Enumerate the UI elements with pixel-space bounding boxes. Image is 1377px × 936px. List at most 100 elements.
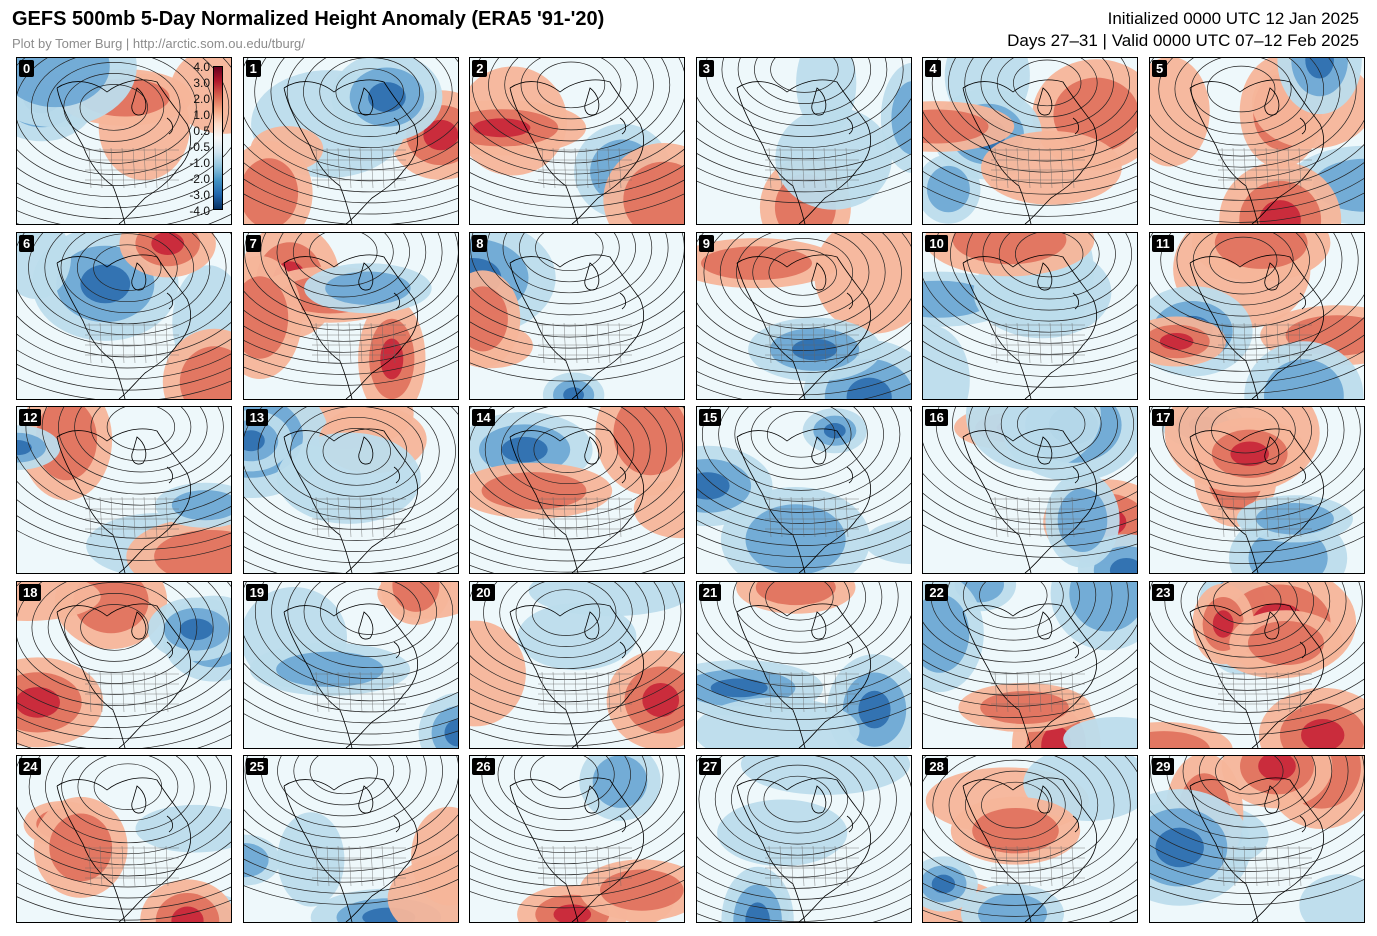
member-panel-27: 27 xyxy=(695,755,912,923)
member-panel-12: 12 xyxy=(16,406,232,574)
map-outline xyxy=(56,777,191,922)
member-number-badge: 5 xyxy=(1152,60,1168,77)
map-outline xyxy=(283,428,418,573)
member-panel-15: 15 xyxy=(695,406,912,574)
height-contours xyxy=(17,58,231,224)
state-borders xyxy=(538,322,633,363)
member-number-badge: 17 xyxy=(1152,409,1175,426)
state-borders xyxy=(991,322,1086,363)
map-outline xyxy=(509,603,645,748)
state-borders xyxy=(538,147,633,189)
anomaly-map xyxy=(243,58,458,224)
member-number-badge: 11 xyxy=(1152,234,1174,252)
anomaly-map xyxy=(1150,232,1364,399)
member-number-badge: 4 xyxy=(925,60,941,77)
member-number-badge: 3 xyxy=(698,60,715,77)
height-contours xyxy=(1150,756,1364,905)
anomaly-map xyxy=(243,756,458,922)
map-outline xyxy=(736,603,871,748)
member-panel-18: 18 xyxy=(16,580,232,749)
state-borders xyxy=(538,671,633,712)
member-number-badge: 6 xyxy=(19,234,35,252)
member-number-badge: 2 xyxy=(472,60,488,77)
member-number-badge: 26 xyxy=(472,758,495,775)
colorbar-tick-label: -4.0 xyxy=(189,204,210,218)
state-borders xyxy=(764,671,859,712)
member-panel-14: 14 xyxy=(469,406,686,574)
height-contours xyxy=(17,407,231,561)
colorbar-tick-label: -0.5 xyxy=(189,140,210,154)
member-number-badge: 12 xyxy=(19,409,42,426)
member-number-badge: 27 xyxy=(698,758,722,775)
state-borders xyxy=(1218,147,1312,189)
state-borders xyxy=(311,322,406,363)
colorbar-tick-label: 3.0 xyxy=(193,76,210,90)
height-contours xyxy=(696,756,911,922)
state-borders xyxy=(85,845,179,887)
valid-time: Days 27–31 | Valid 0000 UTC 07–12 Feb 20… xyxy=(1007,31,1359,50)
height-contours xyxy=(470,58,685,219)
height-contours xyxy=(470,407,685,573)
state-borders xyxy=(1218,496,1312,538)
state-borders xyxy=(538,496,633,538)
state-borders xyxy=(764,147,859,189)
member-number-badge: 0 xyxy=(19,60,35,77)
height-contours xyxy=(1150,58,1364,223)
height-contours xyxy=(923,232,1138,388)
member-number-badge: 28 xyxy=(925,758,948,775)
anomaly-map xyxy=(696,756,911,922)
anomaly-shading xyxy=(716,756,910,922)
member-panel-13: 13 xyxy=(242,406,459,574)
map-outline xyxy=(283,254,418,399)
member-panel-1: 1 xyxy=(242,57,459,225)
map-outline xyxy=(962,603,1098,748)
height-contours xyxy=(923,581,1138,729)
state-borders xyxy=(991,147,1086,189)
anomaly-map xyxy=(17,581,231,748)
member-number-badge: 8 xyxy=(472,234,488,252)
map-outline xyxy=(56,428,191,573)
state-borders xyxy=(311,671,406,712)
anomaly-map xyxy=(923,407,1138,573)
anomaly-shading xyxy=(759,58,911,224)
member-panel-26: 26 xyxy=(469,755,686,923)
state-borders xyxy=(991,845,1086,887)
colorbar-tick-label: 4.0 xyxy=(193,60,210,74)
anomaly-shading xyxy=(17,581,231,747)
map-outline xyxy=(736,777,871,922)
anomaly-shading xyxy=(696,232,911,399)
member-number-badge: 19 xyxy=(245,583,269,601)
anomaly-shading xyxy=(17,232,231,399)
map-outline xyxy=(1189,777,1324,922)
state-borders xyxy=(85,496,179,538)
map-outline xyxy=(283,777,418,922)
map-outline xyxy=(1189,79,1324,224)
map-outline xyxy=(509,777,645,922)
state-borders xyxy=(764,496,859,538)
anomaly-map xyxy=(1150,58,1364,224)
member-number-badge: 22 xyxy=(925,583,948,601)
member-number-badge: 24 xyxy=(19,758,42,775)
member-number-badge: 14 xyxy=(472,409,495,426)
anomaly-shading xyxy=(243,806,458,922)
anomaly-map xyxy=(243,232,458,399)
state-borders xyxy=(764,322,859,363)
height-contours xyxy=(17,232,231,399)
anomaly-map xyxy=(1150,581,1364,748)
state-borders xyxy=(85,671,179,712)
page-title: GEFS 500mb 5-Day Normalized Height Anoma… xyxy=(12,8,605,30)
member-panel-25: 25 xyxy=(242,755,459,923)
map-outline xyxy=(56,79,191,224)
colorbar-tick-label: 0.5 xyxy=(193,124,210,138)
anomaly-map xyxy=(243,581,458,748)
colorbar-tick-label: -1.0 xyxy=(189,156,210,170)
height-contours xyxy=(17,581,231,748)
member-panel-29: 29 xyxy=(1149,755,1365,923)
member-panel-20: 20 xyxy=(469,580,686,749)
map-outline xyxy=(509,428,645,573)
anomaly-shading xyxy=(243,232,432,399)
member-number-badge: 29 xyxy=(1152,758,1175,775)
colorbar-labels: 4.0 3.0 2.0 1.0 0.5 -0.5 -1.0 -2.0 -3.0 -4.0 xyxy=(170,61,210,217)
state-borders xyxy=(311,845,406,887)
map-outline xyxy=(962,79,1098,224)
